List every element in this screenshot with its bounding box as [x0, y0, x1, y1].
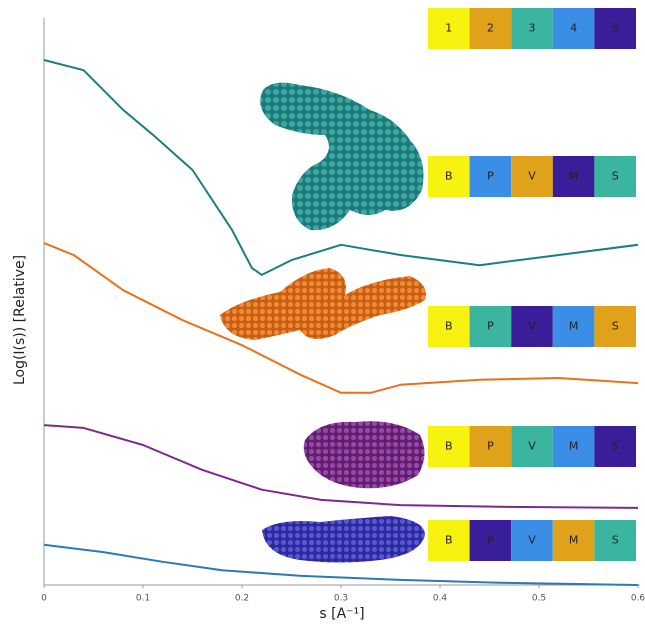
key-row: 1 2 3 4 S: [428, 8, 636, 49]
key-label: B: [445, 170, 453, 183]
key-label: P: [487, 170, 494, 183]
key-label: B: [445, 440, 453, 453]
key-label: 3: [529, 22, 536, 35]
x-tick-label: 0.5: [532, 594, 546, 604]
key-label: B: [445, 320, 453, 333]
key-label: S: [612, 320, 619, 333]
key-label: V: [528, 534, 536, 547]
key-label: M: [569, 170, 579, 183]
x-tick-label: 0.6: [631, 594, 645, 604]
key-label: V: [528, 440, 536, 453]
molecule-orange: [220, 268, 426, 340]
key-label: M: [569, 320, 579, 333]
x-tick-label: 0: [41, 594, 47, 604]
key-label: S: [612, 170, 619, 183]
molecule-images: [220, 83, 426, 563]
key-label: 2: [487, 22, 494, 35]
key-label: P: [487, 534, 494, 547]
x-tick-label: 0.1: [136, 594, 150, 604]
molecule-teal: [260, 83, 423, 231]
molecule-blue: [262, 516, 425, 563]
y-axis-title: Log(I(s)) [Relative]: [12, 255, 28, 385]
x-tick-label: 0.2: [235, 594, 249, 604]
x-tick-label: 0.4: [433, 594, 448, 604]
key-label: V: [528, 320, 536, 333]
key-label: S: [612, 22, 619, 35]
key-label: 1: [445, 22, 452, 35]
key-label: V: [528, 170, 536, 183]
molecule-purple: [304, 421, 425, 488]
key-label: S: [612, 534, 619, 547]
key-label: M: [569, 440, 579, 453]
key-label: B: [445, 534, 453, 547]
chart: s [A⁻¹] Log(I(s)) [Relative] 0 0.1 0.2 0.3 0…: [0, 0, 645, 629]
x-tick-label: 0.3: [334, 594, 348, 604]
key-label: M: [569, 534, 579, 547]
key-label: P: [487, 440, 494, 453]
key-label: 4: [570, 22, 577, 35]
key-label: P: [487, 320, 494, 333]
key-label: S: [612, 440, 619, 453]
x-axis-title: s [A⁻¹]: [319, 606, 364, 622]
